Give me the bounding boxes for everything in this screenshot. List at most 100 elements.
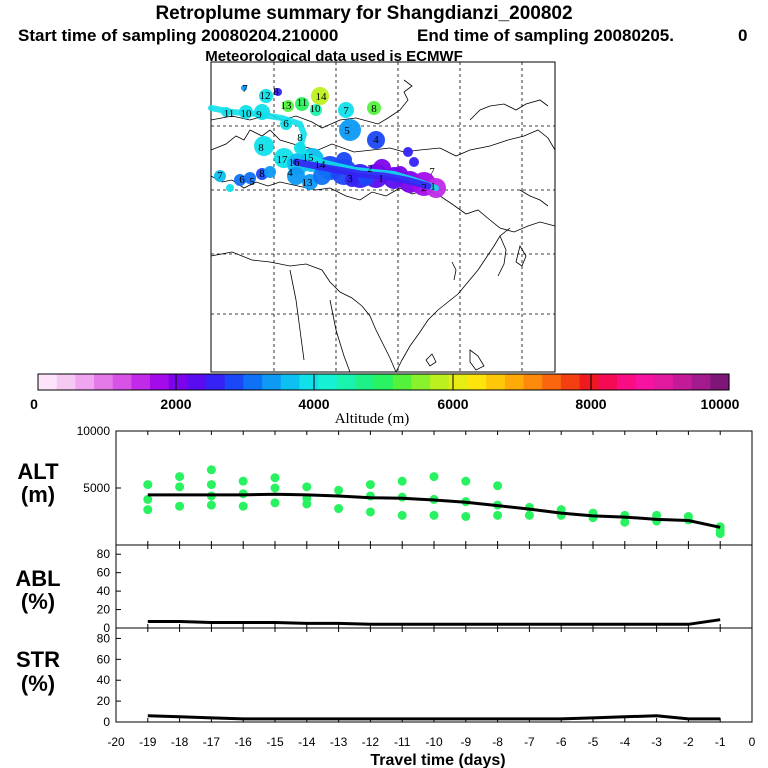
plume-blob — [259, 89, 273, 103]
plume-blob — [226, 184, 234, 192]
plume-blob — [234, 174, 246, 186]
trajectory-day-label: 7 — [343, 105, 349, 117]
data-point — [270, 483, 280, 493]
data-point — [238, 476, 248, 486]
trajectory-day-label: 1 — [378, 173, 384, 185]
trajectory-day-label: 1 — [430, 181, 436, 193]
data-point — [175, 501, 185, 511]
trajectory-day-label: 8 — [371, 103, 377, 115]
abl-panel-unit: (%) — [21, 589, 55, 614]
trajectory-day-label: 7 — [217, 170, 223, 182]
colorbar-cell — [206, 374, 226, 390]
x-tick-label: -8 — [492, 735, 503, 749]
colorbar-cell — [150, 374, 170, 390]
x-tick-label: -5 — [588, 735, 599, 749]
x-tick-label: -9 — [460, 735, 471, 749]
colorbar-cell — [654, 374, 674, 390]
trajectory-day-label: 14 — [315, 159, 327, 171]
trajectory-day-label: 5 — [344, 125, 350, 137]
plume-blob — [214, 170, 226, 182]
colorbar-tick-label: 4000 — [298, 396, 329, 412]
colorbar-cell — [56, 374, 76, 390]
colorbar-cell — [486, 374, 506, 390]
data-point — [143, 494, 153, 504]
panel-abl: 80 60 40 20 0 — [97, 544, 753, 635]
str-panel-unit: (%) — [21, 671, 55, 696]
y-tick-label: 0 — [103, 621, 110, 635]
colorbar-cell — [616, 374, 637, 390]
plume-blob — [311, 87, 329, 105]
data-point — [143, 480, 153, 490]
trajectory-day-label: 12 — [260, 90, 271, 102]
colorbar-cell — [710, 374, 730, 390]
trajectory-day-label: 15 — [303, 152, 315, 164]
y-tick-label: 5000 — [83, 481, 110, 495]
trajectory-day-label: 8 — [258, 142, 264, 154]
colorbar-cell — [75, 374, 95, 390]
colorbar-cell — [392, 374, 413, 390]
x-tick-label: -17 — [203, 735, 221, 749]
data-point — [334, 504, 344, 514]
plume-blob — [367, 131, 385, 149]
trajectory-day-label: 14 — [316, 91, 328, 103]
x-tick-label: -16 — [235, 735, 253, 749]
data-point — [620, 517, 630, 527]
data-point — [143, 505, 153, 515]
data-point — [206, 500, 216, 510]
colorbar-cell — [672, 374, 693, 390]
met-data-label: Meteorological data used is ECMWF — [205, 48, 463, 65]
y-tick-label: 60 — [97, 652, 111, 666]
x-tick-label: -18 — [171, 735, 189, 749]
data-point — [302, 482, 312, 492]
trajectory-day-label: 16 — [289, 157, 301, 169]
colorbar-cell — [187, 374, 207, 390]
figure-title: Retroplume summary for Shangdianzi_20080… — [155, 3, 572, 24]
trajectory-day-label: 7 — [242, 83, 248, 95]
x-tick-label: -14 — [298, 735, 316, 749]
x-tick-label: -10 — [425, 735, 443, 749]
alt-panel-unit: (m) — [21, 482, 55, 507]
data-point — [270, 473, 280, 483]
colorbar-tick-label: 0 — [30, 396, 38, 412]
data-point — [715, 529, 725, 539]
colorbar-cell — [691, 374, 711, 390]
colorbar-frame — [37, 373, 730, 391]
y-tick-label: 10000 — [77, 424, 111, 438]
colorbar-tick-label: 10000 — [701, 396, 740, 412]
colorbar-cell — [598, 374, 618, 390]
colorbar-cell — [523, 374, 543, 390]
x-tick-label: -13 — [330, 735, 348, 749]
trajectory-day-label: 8 — [259, 168, 265, 180]
data-point — [270, 498, 280, 508]
trajectory-day-label: 4 — [373, 134, 379, 146]
data-point — [175, 482, 185, 492]
data-point — [429, 510, 439, 520]
trajectory-day-label: 13 — [281, 100, 293, 112]
plume-blob — [295, 97, 309, 111]
x-tick-label: -11 — [394, 735, 411, 749]
data-point — [302, 499, 312, 509]
x-tick-label: -6 — [556, 735, 567, 749]
x-tick-label: -2 — [683, 735, 694, 749]
colorbar-cell — [355, 374, 375, 390]
x-tick-label: -19 — [139, 735, 157, 749]
x-tick-label: -15 — [266, 735, 284, 749]
data-point — [334, 485, 344, 495]
plume-blob — [313, 167, 331, 185]
data-point — [365, 507, 375, 517]
end-time-suffix: 0 — [738, 26, 747, 45]
x-tick-label: -7 — [524, 735, 535, 749]
plume-blob — [339, 119, 361, 141]
plume-blob — [254, 136, 274, 156]
trajectory-day-label: 3 — [347, 173, 353, 185]
colorbar-cell — [224, 374, 245, 390]
data-point — [493, 481, 503, 491]
data-point — [429, 472, 439, 482]
altitude-colorbar: 0 2000 4000 6000 8000 10000 Altitude (m) — [30, 373, 740, 427]
start-time-label: Start time of sampling 20080204.210000 — [18, 26, 338, 45]
colorbar-cell — [504, 374, 525, 390]
alt-panel-title: ALT — [17, 459, 59, 484]
colorbar-cell — [38, 374, 58, 390]
